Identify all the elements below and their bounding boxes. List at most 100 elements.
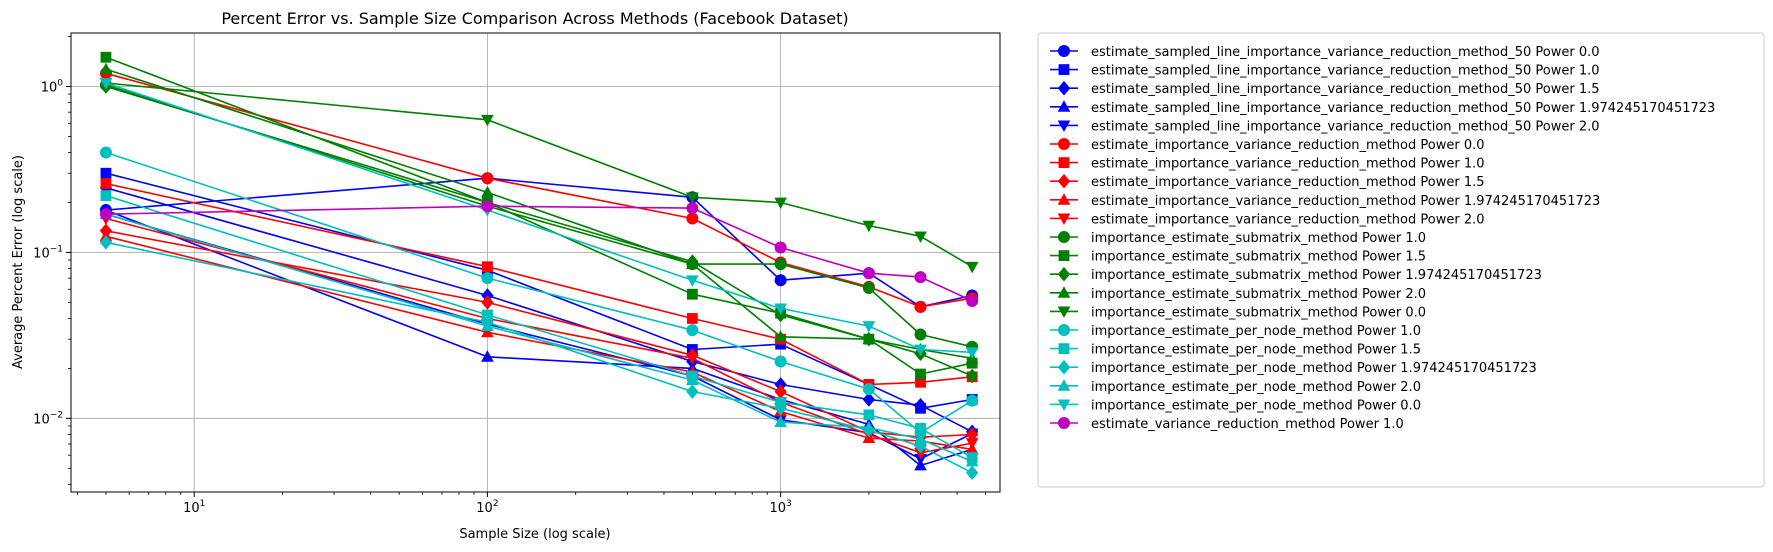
data-point [965, 347, 979, 359]
data-point [686, 192, 699, 204]
legend-label: estimate_importance_variance_reduction_m… [1091, 175, 1485, 190]
legend-marker [1057, 306, 1071, 318]
data-point [774, 330, 787, 342]
data-point [965, 465, 979, 481]
legend-marker [1057, 266, 1071, 282]
data-point [774, 355, 787, 368]
legend-item: importance_estimate_submatrix_method Pow… [1050, 286, 1426, 302]
legend-label: estimate_sampled_line_importance_varianc… [1091, 101, 1715, 116]
plot-area-frame [70, 32, 1001, 493]
legend-label: importance_estimate_submatrix_method Pow… [1091, 250, 1426, 265]
legend-item: importance_estimate_per_node_method Powe… [1050, 343, 1421, 358]
data-point [914, 432, 927, 445]
data-point [774, 258, 787, 271]
data-point [481, 319, 494, 331]
legend-item: importance_estimate_submatrix_method Pow… [1050, 231, 1426, 246]
data-point [481, 172, 494, 185]
legend-item: estimate_importance_variance_reduction_m… [1050, 157, 1485, 172]
legend-marker [1057, 359, 1071, 375]
data-point [100, 190, 112, 201]
data-point [862, 267, 875, 280]
legend-item: importance_estimate_submatrix_method Pow… [1050, 305, 1426, 320]
data-point [481, 295, 494, 310]
legend-marker [1058, 138, 1070, 150]
series-line [105, 187, 973, 433]
data-point [966, 394, 979, 407]
data-point [862, 321, 876, 333]
data-point [686, 275, 699, 287]
y-axis-ticks: 10−2 10−1 100 [33, 36, 71, 485]
legend-item: estimate_variance_reduction_method Power… [1050, 417, 1404, 432]
legend-item: estimate_importance_variance_reduction_m… [1050, 173, 1485, 190]
legend-label: estimate_sampled_line_importance_varianc… [1091, 64, 1600, 79]
data-point [862, 383, 875, 396]
data-point [862, 392, 876, 407]
legend-marker [1057, 120, 1071, 132]
data-point [99, 78, 113, 90]
legend-frame [1037, 32, 1765, 488]
legend-marker [1058, 417, 1070, 429]
data-point [686, 288, 698, 300]
series-layer [99, 51, 979, 481]
legend-label: importance_estimate_per_node_method Powe… [1091, 380, 1421, 395]
data-point [774, 274, 787, 287]
data-point [99, 62, 113, 75]
legend-label: estimate_importance_variance_reduction_m… [1091, 138, 1485, 153]
legend-item: importance_estimate_per_node_method Powe… [1050, 398, 1421, 413]
data-point [100, 178, 112, 189]
legend-marker [1057, 286, 1071, 298]
legend-item: estimate_sampled_line_importance_varianc… [1050, 80, 1600, 97]
data-point [862, 220, 876, 233]
data-point [99, 208, 112, 221]
data-point [914, 271, 927, 284]
data-point [774, 307, 787, 323]
series-21 [99, 200, 979, 307]
series-18 [99, 235, 979, 481]
data-point [481, 114, 494, 127]
series-line [105, 182, 973, 386]
series-8 [99, 223, 979, 445]
data-point [965, 261, 979, 274]
legend-marker [1057, 379, 1071, 391]
series-line [105, 230, 973, 439]
data-point [863, 409, 875, 421]
legend-marker [1058, 343, 1070, 355]
x-axis-ticks: 101 102 103 [77, 492, 986, 516]
data-point [862, 332, 876, 345]
legend-item: importance_estimate_per_node_method Powe… [1050, 359, 1537, 376]
legend-label: estimate_sampled_line_importance_varianc… [1091, 45, 1600, 60]
data-point [774, 303, 787, 315]
data-point [862, 421, 876, 433]
series-line [105, 85, 973, 377]
legend-marker [1058, 45, 1070, 57]
x-tick-label: 101 [183, 499, 205, 516]
data-point [686, 313, 698, 324]
data-point [482, 261, 493, 273]
legend-marker [1057, 399, 1071, 411]
data-point [100, 167, 112, 179]
legend: estimate_sampled_line_importance_varianc… [1037, 32, 1765, 488]
legend-label: importance_estimate_per_node_method Powe… [1091, 343, 1421, 358]
data-point [481, 272, 494, 285]
series-line [105, 177, 973, 308]
data-point [100, 51, 112, 63]
legend-item: importance_estimate_per_node_method Powe… [1050, 379, 1421, 395]
legend-item: importance_estimate_submatrix_method Pow… [1050, 250, 1426, 265]
series-16 [99, 146, 979, 439]
data-point [686, 202, 699, 215]
y-tick-label: 100 [41, 78, 64, 95]
legend-item: importance_estimate_submatrix_method Pow… [1050, 266, 1542, 283]
legend-item: estimate_sampled_line_importance_varianc… [1050, 64, 1600, 79]
legend-label: estimate_sampled_line_importance_varianc… [1091, 82, 1600, 97]
legend-label: importance_estimate_per_node_method Powe… [1091, 361, 1537, 376]
data-point [914, 231, 927, 243]
data-point [965, 368, 979, 384]
data-point [686, 257, 699, 270]
data-point [862, 282, 875, 295]
data-point [914, 328, 927, 341]
legend-item: estimate_importance_variance_reduction_m… [1050, 138, 1485, 153]
data-point [481, 200, 494, 213]
data-point [965, 454, 979, 467]
data-point [774, 415, 787, 427]
legend-item: estimate_sampled_line_importance_varianc… [1050, 119, 1600, 134]
